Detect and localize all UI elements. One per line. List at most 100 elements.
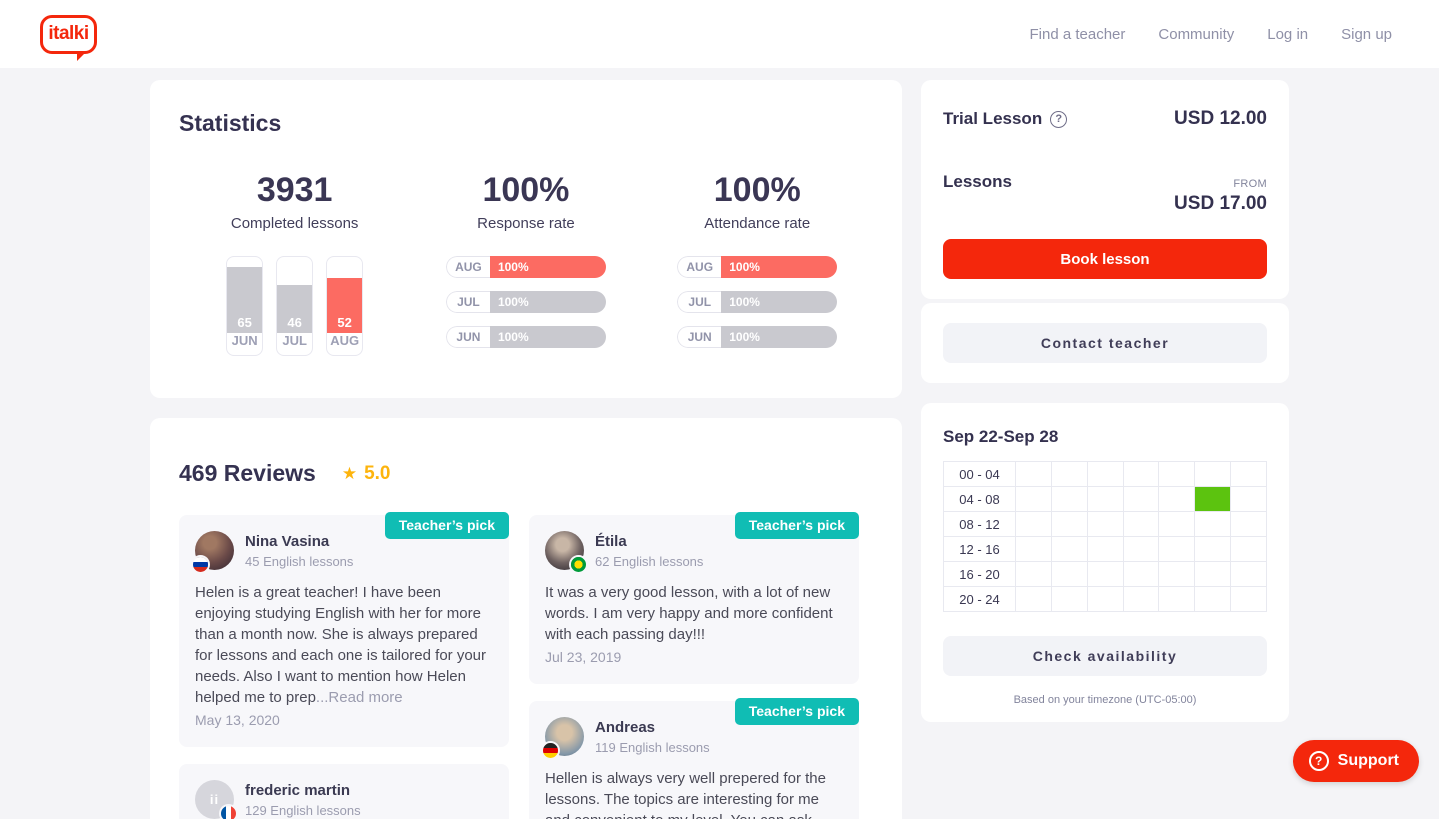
contact-teacher-button[interactable]: Contact teacher [943,323,1267,363]
availability-slot [1230,461,1267,487]
review-text: Helen is a great teacher! I have been en… [195,584,486,706]
time-row-label: 12 - 16 [943,536,1016,562]
nav-find-a-teacher[interactable]: Find a teacher [1029,25,1126,43]
availability-slot [1015,486,1052,512]
review-text: Hellen is always very well prepered for … [545,770,826,819]
availability-slot [1015,511,1052,537]
star-icon: ★ [341,463,358,483]
from-label: FROM [1233,178,1267,190]
availability-slot [1015,561,1052,587]
availability-slot [1122,586,1160,612]
monthly-lessons-chart: 65 JUN 46 JUL 52 AUG [226,256,364,356]
trial-price: USD 12.00 [1174,108,1267,129]
attendance-bar-jun: JUN 100% [677,326,838,348]
availability-slot [1086,461,1124,487]
nav-sign-up[interactable]: Sign up [1341,25,1392,43]
lessons-price: USD 17.00 [1174,193,1267,214]
availability-slot [1158,511,1196,537]
teacher-pick-badge: Teacher’s pick [734,512,859,539]
italki-logo[interactable]: italki [40,14,97,61]
availability-slot [1015,461,1052,487]
time-row-label: 16 - 20 [943,561,1016,587]
question-circle-icon: ? [1308,751,1329,771]
response-bar-aug: AUG 100% [445,256,606,278]
time-row-label: 20 - 24 [943,586,1016,612]
availability-slot [1194,586,1232,612]
availability-slot [1086,511,1124,537]
russia-flag-icon [193,557,208,572]
support-label: Support [1337,752,1399,769]
review-card-frederic: ii frederic martin 129 English lessons [179,764,509,819]
availability-slot [1050,461,1088,487]
availability-slot [1158,586,1196,612]
trial-info-icon[interactable]: ? [1050,110,1068,128]
review-card-nina: Teacher’s pick Nina Vasina 45 English le… [179,512,509,747]
availability-slot [1122,511,1160,537]
availability-slot [1086,486,1124,512]
france-flag-icon [221,806,236,819]
support-button[interactable]: ? Support [1292,740,1419,782]
availability-grid-body: 00 - 04 04 - 08 08 - 12 12 - 16 16 - 20 20 - … [943,461,1267,612]
pricing-card: Trial Lesson ? USD 12.00 Lessons FROM US… [921,80,1289,299]
stat-response-rate: 100% Response rate [477,171,575,232]
brazil-flag-icon [571,557,586,572]
availability-slot [1194,561,1232,587]
avatar [543,717,584,758]
response-bar-jun: JUN 100% [445,326,606,348]
nav-log-in[interactable]: Log in [1267,25,1309,43]
stat-completed-lessons: 3931 Completed lessons [230,171,359,232]
availability-slot [1122,461,1160,487]
availability-grid: 00 - 04 04 - 08 08 - 12 12 - 16 16 - 20 20 - … [943,461,1267,612]
availability-slot [1050,486,1088,512]
review-date: May 13, 2020 [195,712,280,728]
availability-slot [1194,536,1232,562]
availability-slot [1158,561,1196,587]
response-bar-jul: JUL 100% [445,291,606,313]
time-row-label: 04 - 08 [943,486,1016,512]
availability-slot [1122,486,1160,512]
nav-community[interactable]: Community [1158,25,1235,43]
response-rate-chart: AUG 100% JUL 100% JUN 100% [445,256,606,356]
main-nav: Find a teacher Community Log in Sign up [1030,26,1393,43]
review-card-etila: Teacher’s pick Étila 62 English lessons … [529,512,859,684]
availability-slot [1230,586,1267,612]
availability-slot [1050,511,1088,537]
italki-logo-text: italki [48,23,89,44]
timezone-note: Based on your timezone (UTC-05:00) [1013,694,1197,706]
availability-slot [1158,461,1196,487]
availability-slot [1086,536,1124,562]
attendance-bar-aug: AUG 100% [677,256,838,278]
teacher-pick-badge: Teacher’s pick [734,698,859,725]
availability-slot [1158,536,1196,562]
availability-slot [1050,561,1088,587]
review-text: It was a very good lesson, with a lot of… [545,584,833,643]
lessons-bar-jun: 65 JUN [226,256,264,356]
lessons-bar-aug: 52 AUG [326,256,364,356]
availability-slot [1122,536,1160,562]
stat-attendance-rate: 100% Attendance rate [704,171,811,232]
availability-slot [1158,486,1196,512]
availability-slot [1230,561,1267,587]
avatar [193,531,234,572]
reviews-title: 469 Reviews [179,460,316,486]
contact-card: Contact teacher [921,303,1289,383]
lessons-label: Lessons [943,172,1012,191]
read-more-link[interactable]: ...Read more [315,689,403,706]
review-card-andreas: Teacher’s pick Andreas 119 English lesso… [529,698,859,819]
availability-slot [1230,536,1267,562]
attendance-bar-jul: JUL 100% [677,291,838,313]
book-lesson-button[interactable]: Book lesson [943,239,1267,279]
availability-slot [1015,536,1052,562]
availability-slot [1230,511,1267,537]
teacher-pick-badge: Teacher’s pick [384,512,509,539]
top-nav-bar: italki Find a teacher Community Log in S… [0,0,1439,68]
check-availability-button[interactable]: Check availability [943,636,1267,676]
availability-week-label: Sep 22-Sep 28 [943,427,1059,446]
attendance-rate-chart: AUG 100% JUL 100% JUN 100% [677,256,838,356]
availability-slot [1086,561,1124,587]
rating-value: 5.0 [364,462,391,484]
availability-slot [1194,511,1232,537]
trial-lesson-label: Trial Lesson [943,109,1043,128]
time-row-label: 08 - 12 [943,511,1016,537]
germany-flag-icon [543,743,558,758]
